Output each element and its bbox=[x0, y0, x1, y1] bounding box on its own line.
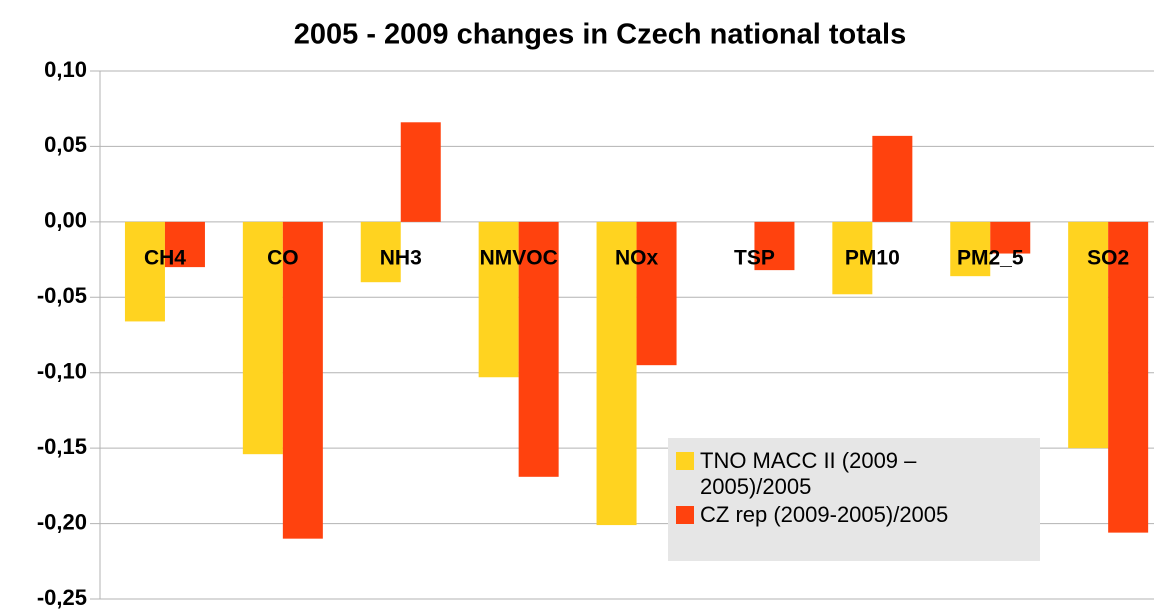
chart-title: 2005 - 2009 changes in Czech national to… bbox=[294, 19, 906, 51]
bar bbox=[164, 221, 205, 268]
y-tick-label: -0,15 bbox=[37, 434, 87, 459]
x-tick-label: PM2_5 bbox=[957, 247, 1024, 270]
x-tick-label: NH3 bbox=[380, 247, 422, 270]
bar bbox=[400, 122, 441, 222]
x-tick-label: CH4 bbox=[144, 247, 186, 270]
y-tick-label: -0,10 bbox=[37, 359, 87, 384]
y-tick-label: -0,05 bbox=[37, 283, 87, 308]
bar bbox=[1108, 221, 1149, 533]
x-tick-label: TSP bbox=[734, 247, 775, 270]
x-tick-label: CO bbox=[267, 247, 299, 270]
legend-swatch bbox=[676, 506, 694, 524]
legend-label: CZ rep (2009-2005)/2005 bbox=[700, 502, 949, 527]
x-tick-label: SO2 bbox=[1087, 247, 1129, 270]
x-tick-label: NOx bbox=[615, 247, 659, 270]
bar bbox=[832, 221, 873, 295]
bar bbox=[596, 221, 637, 526]
bar bbox=[872, 135, 913, 222]
bar bbox=[282, 221, 323, 539]
bar bbox=[478, 221, 519, 378]
y-tick-label: -0,25 bbox=[37, 585, 87, 610]
legend-item: CZ rep (2009-2005)/2005 bbox=[676, 502, 1030, 528]
bar bbox=[1068, 221, 1109, 449]
legend-item: TNO MACC II (2009 – 2005)/2005 bbox=[676, 448, 1030, 500]
legend: TNO MACC II (2009 – 2005)/2005 CZ rep (20… bbox=[668, 438, 1040, 561]
bar bbox=[518, 221, 559, 477]
x-tick-label: NMVOC bbox=[480, 247, 558, 270]
y-tick-label: 0,00 bbox=[44, 208, 87, 233]
bar bbox=[124, 221, 165, 322]
bar bbox=[950, 221, 991, 277]
bar bbox=[360, 221, 401, 283]
legend-swatch bbox=[676, 452, 694, 470]
y-tick-label: 0,10 bbox=[44, 57, 87, 82]
bar bbox=[754, 221, 795, 271]
bar bbox=[990, 221, 1031, 254]
bar bbox=[242, 221, 283, 455]
x-tick-label: PM10 bbox=[845, 247, 900, 270]
legend-label: TNO MACC II (2009 – 2005)/2005 bbox=[700, 448, 917, 499]
y-tick-label: -0,20 bbox=[37, 509, 87, 534]
y-tick-label: 0,05 bbox=[44, 132, 87, 157]
bar bbox=[636, 221, 677, 366]
